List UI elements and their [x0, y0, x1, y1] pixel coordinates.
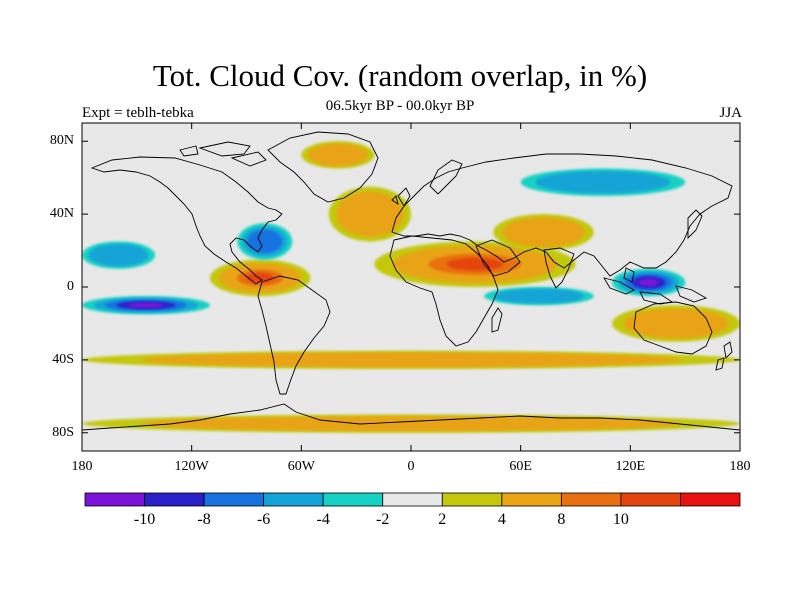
lon-label: 60W — [287, 459, 315, 474]
map-title: Tot. Cloud Cov. (random overlap, in %) — [152, 58, 648, 93]
axis-ticks — [81, 123, 741, 451]
anomaly-region-equatorial-indian-ocean — [493, 288, 584, 304]
coastline-antarctica — [82, 403, 740, 431]
coastline-arabia — [475, 239, 521, 277]
lon-label: 180 — [729, 459, 751, 474]
colorbar-bin — [84, 492, 145, 507]
lon-label: 60E — [509, 459, 532, 474]
colorbar-bin — [144, 492, 205, 507]
coastline-south-america — [257, 275, 331, 395]
coastline-scandinavia — [429, 159, 463, 195]
colorbar-label: -6 — [256, 511, 271, 528]
coastline-eurasia — [391, 153, 733, 277]
colorbar — [84, 492, 741, 507]
colorbar-label: -2 — [376, 511, 390, 528]
experiment-label: Expt = teblh-tebka — [82, 105, 194, 121]
coastlines — [82, 131, 740, 431]
coastline-british-isles — [391, 187, 411, 207]
anomaly-region-north-pacific — [88, 243, 149, 267]
coastline-north-america — [90, 156, 283, 285]
anomaly-region-australia-south-pacific — [635, 311, 717, 336]
colorbar-label: -10 — [133, 511, 156, 528]
map-subtitle: 06.5kyr BP - 00.0kyr BP — [325, 98, 475, 114]
colorbar-bin — [560, 492, 622, 507]
coastline-madagascar — [491, 307, 503, 333]
colorbar-bin — [263, 492, 324, 507]
colorbar-bin — [203, 492, 265, 507]
lon-label: 120E — [615, 459, 646, 474]
anomaly-region-south-pacific-band — [128, 302, 164, 308]
lat-label: 80N — [49, 133, 74, 149]
lat-label: 80S — [52, 424, 74, 440]
lon-label: 120W — [174, 459, 209, 474]
lat-label: 40S — [52, 351, 74, 367]
colorbar-label: 4 — [497, 511, 506, 528]
colorbar-label: -4 — [316, 511, 330, 528]
coastline-arctic-islands — [179, 141, 267, 167]
lon-label: 180 — [71, 459, 93, 474]
coastline-greenland — [267, 131, 379, 203]
anomaly-region-siberia — [535, 171, 671, 194]
colorbar-bin — [322, 492, 384, 507]
colorbar-label: 10 — [612, 511, 629, 528]
anomaly-region-greenland — [314, 146, 362, 164]
colorbar-bin — [382, 492, 443, 507]
anomaly-region-southern-ocean — [141, 352, 681, 368]
lat-label: 40N — [49, 206, 74, 222]
anomaly-region-central-asia — [511, 220, 576, 244]
colorbar-bin — [680, 492, 741, 507]
anomaly-region-north-atlantic — [336, 191, 404, 237]
anomaly-region-antarctic-coast — [141, 416, 681, 432]
anomaly-region-maritime-continent — [638, 278, 659, 287]
colorbar-bin — [441, 492, 503, 507]
colorbar-label: 8 — [557, 511, 566, 528]
coastline-new-zealand — [715, 341, 733, 371]
colorbar-label: 2 — [438, 511, 447, 528]
coastline-japan — [687, 209, 703, 240]
colorbar-bin — [501, 492, 562, 507]
anomaly-region-gulf-caribbean — [247, 229, 283, 254]
colorbar-bin — [620, 492, 681, 507]
coastline-india — [543, 247, 575, 289]
lon-label: 0 — [407, 459, 415, 474]
coastline-africa — [389, 235, 499, 347]
anomaly-region-sahel-arabia-india — [446, 257, 504, 271]
season-label: JJA — [719, 105, 742, 121]
lat-label: 0 — [67, 279, 74, 294]
colorbar-label: -8 — [197, 511, 211, 528]
coastline-australia — [633, 301, 713, 355]
